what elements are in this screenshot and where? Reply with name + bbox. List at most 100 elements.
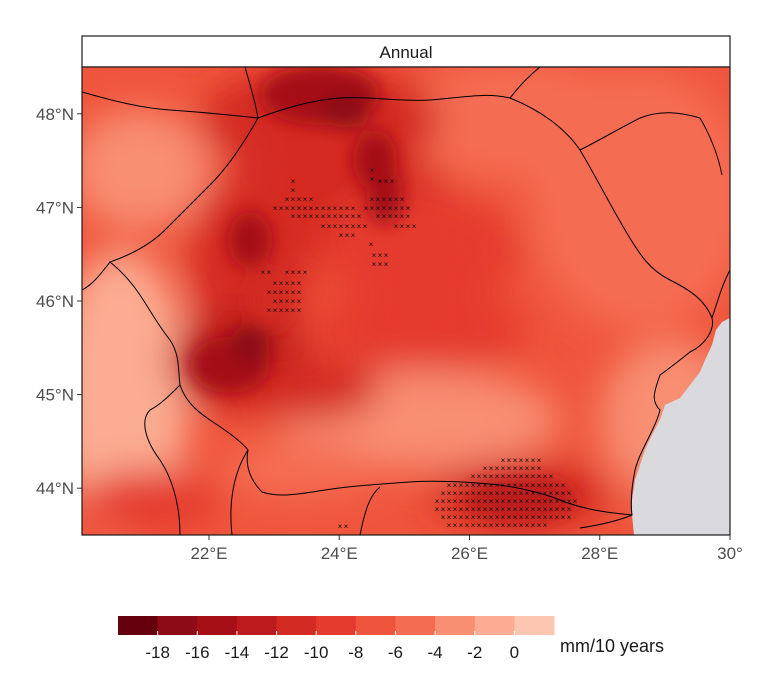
legend-unit: mm/10 years <box>560 636 664 656</box>
significance-marker: × <box>273 306 278 315</box>
legend-label: -2 <box>467 643 482 662</box>
significance-marker: × <box>447 521 452 530</box>
significance-marker: × <box>351 222 356 231</box>
significance-marker: × <box>525 489 530 498</box>
legend-label: -10 <box>304 643 329 662</box>
significance-marker: × <box>297 288 302 297</box>
significance-marker: × <box>297 297 302 306</box>
significance-marker: × <box>459 481 464 490</box>
significance-marker: × <box>483 513 488 522</box>
trend-field-cores <box>190 67 575 522</box>
significance-marker: × <box>549 489 554 498</box>
significance-marker: × <box>549 481 554 490</box>
significance-marker: × <box>376 212 381 221</box>
significance-marker: × <box>357 222 362 231</box>
significance-marker: × <box>465 521 470 530</box>
significance-marker: × <box>441 497 446 506</box>
significance-marker: × <box>513 481 518 490</box>
significance-marker: × <box>549 472 554 481</box>
significance-marker: × <box>273 204 278 213</box>
significance-marker: × <box>459 489 464 498</box>
significance-marker: × <box>525 521 530 530</box>
significance-marker: × <box>351 212 356 221</box>
significance-marker: × <box>384 251 389 260</box>
significance-marker: × <box>447 489 452 498</box>
significance-marker: × <box>400 204 405 213</box>
significance-marker: × <box>321 212 326 221</box>
significance-marker: × <box>537 481 542 490</box>
significance-marker: × <box>537 472 542 481</box>
significance-marker: × <box>507 456 512 465</box>
significance-marker: × <box>477 513 482 522</box>
significance-marker: × <box>297 268 302 277</box>
legend-swatch <box>197 616 238 635</box>
legend-swatch <box>514 616 555 635</box>
significance-marker: × <box>315 204 320 213</box>
significance-marker: × <box>453 481 458 490</box>
significance-marker: × <box>273 288 278 297</box>
lat-tick-label: 46°N <box>36 292 74 311</box>
significance-marker: × <box>537 497 542 506</box>
significance-marker: × <box>495 464 500 473</box>
panel-title: Annual <box>380 43 433 62</box>
significance-marker: × <box>309 212 314 221</box>
lon-tick-label: 22°E <box>190 544 227 563</box>
map-area: ××× × × × ×× × × × × × × × × × × × × ×× × × × × × × × × × × ×× × × × × × ×… <box>82 67 730 535</box>
significance-marker: × <box>519 472 524 481</box>
significance-marker: × <box>321 204 326 213</box>
significance-marker: × <box>501 497 506 506</box>
significance-marker: × <box>291 212 296 221</box>
black-sea <box>632 318 730 535</box>
significance-marker: × <box>519 481 524 490</box>
significance-marker: × <box>537 505 542 514</box>
significance-marker: × <box>483 464 488 473</box>
significance-marker: × <box>285 306 290 315</box>
significance-marker: × <box>459 505 464 514</box>
significance-marker: × <box>459 521 464 530</box>
significance-marker: × <box>357 212 362 221</box>
significance-marker: × <box>507 505 512 514</box>
significance-marker: × <box>513 505 518 514</box>
significance-marker: × <box>344 522 349 531</box>
significance-marker: × <box>382 212 387 221</box>
significance-marker: × <box>345 222 350 231</box>
significance-marker: × <box>549 513 554 522</box>
significance-marker: × <box>447 513 452 522</box>
significance-marker: × <box>465 497 470 506</box>
significance-marker: × <box>477 481 482 490</box>
significance-marker: × <box>477 521 482 530</box>
significance-marker: × <box>537 489 542 498</box>
significance-marker: × <box>279 279 284 288</box>
significance-marker: × <box>471 521 476 530</box>
legend-swatch <box>118 616 159 635</box>
significance-marker: × <box>376 204 381 213</box>
lon-tick-label: 26°E <box>451 544 488 563</box>
significance-marker: × <box>453 521 458 530</box>
significance-marker: × <box>261 268 266 277</box>
significance-marker: × <box>447 497 452 506</box>
legend-label: -18 <box>145 643 170 662</box>
significance-marker: × <box>363 222 368 231</box>
significance-marker: × <box>531 521 536 530</box>
significance-marker: × <box>537 521 542 530</box>
significance-marker: × <box>555 481 560 490</box>
significance-marker: × <box>525 481 530 490</box>
significance-marker: × <box>339 222 344 231</box>
significance-marker: × <box>513 521 518 530</box>
significance-marker: × <box>525 464 530 473</box>
significance-marker: × <box>453 513 458 522</box>
significance-marker: × <box>507 464 512 473</box>
significance-marker: × <box>537 456 542 465</box>
significance-marker: × <box>291 288 296 297</box>
significance-marker: × <box>483 472 488 481</box>
significance-marker: × <box>370 166 375 175</box>
significance-marker: × <box>495 505 500 514</box>
legend-label: -14 <box>225 643 250 662</box>
significance-marker: × <box>279 204 284 213</box>
significance-marker: × <box>495 489 500 498</box>
significance-marker: × <box>531 472 536 481</box>
significance-marker: × <box>465 481 470 490</box>
significance-marker: × <box>400 212 405 221</box>
significance-marker: × <box>543 489 548 498</box>
